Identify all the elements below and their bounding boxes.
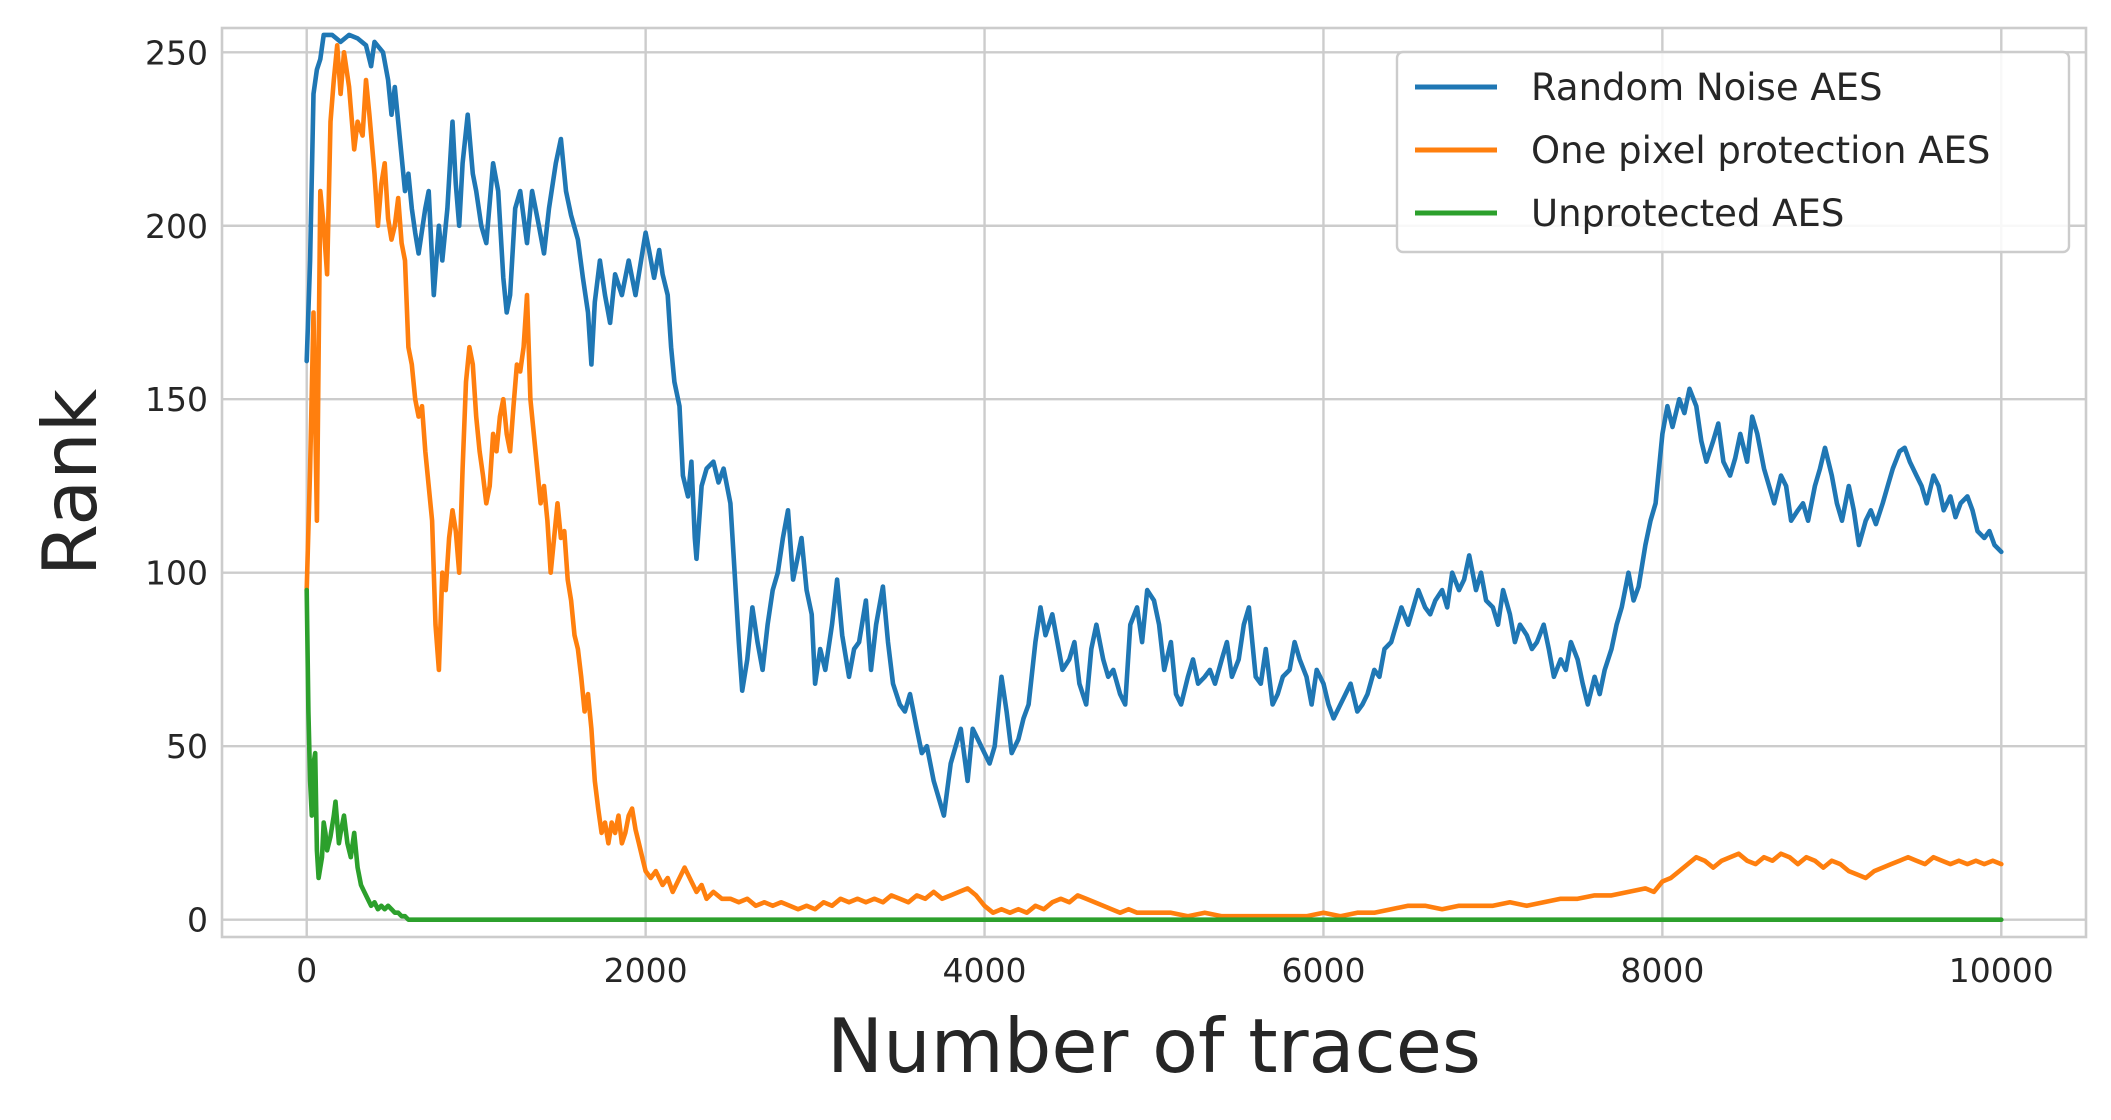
x-tick-label: 8000 <box>1620 951 1704 990</box>
series-line-1 <box>304 32 2004 818</box>
legend-box <box>1395 50 2071 254</box>
x-tick-label: 2000 <box>604 951 688 990</box>
y-tick-label: 0 <box>187 901 208 940</box>
x-tick-label: 4000 <box>943 951 1027 990</box>
series-layer <box>304 32 2004 922</box>
x-axis-title: Number of traces <box>827 1002 1481 1090</box>
x-tick-label: 0 <box>296 951 317 990</box>
y-tick-label: 100 <box>145 554 208 593</box>
legend-label: Random Noise AES <box>1531 66 1883 109</box>
y-tick-label: 50 <box>166 727 208 766</box>
x-tick-label: 6000 <box>1281 951 1365 990</box>
y-tick-label: 200 <box>145 207 208 246</box>
plot-area-frame <box>220 26 2088 939</box>
y-tick-label: 150 <box>145 380 208 419</box>
series-line-3 <box>304 587 2004 922</box>
legend-label: Unprotected AES <box>1531 192 1844 235</box>
legend: Random Noise AES One pixel protection AES… <box>1395 50 2071 254</box>
series-line-2 <box>304 43 2004 919</box>
x-tick-label: 10000 <box>1949 951 2054 990</box>
legend-label: One pixel protection AES <box>1531 129 1990 172</box>
tick-labels: 0 2000 4000 6000 8000 10000 0 50 100 150 200 250 <box>145 33 2054 990</box>
y-axis-title: Rank <box>26 388 114 576</box>
y-tick-label: 250 <box>145 33 208 72</box>
